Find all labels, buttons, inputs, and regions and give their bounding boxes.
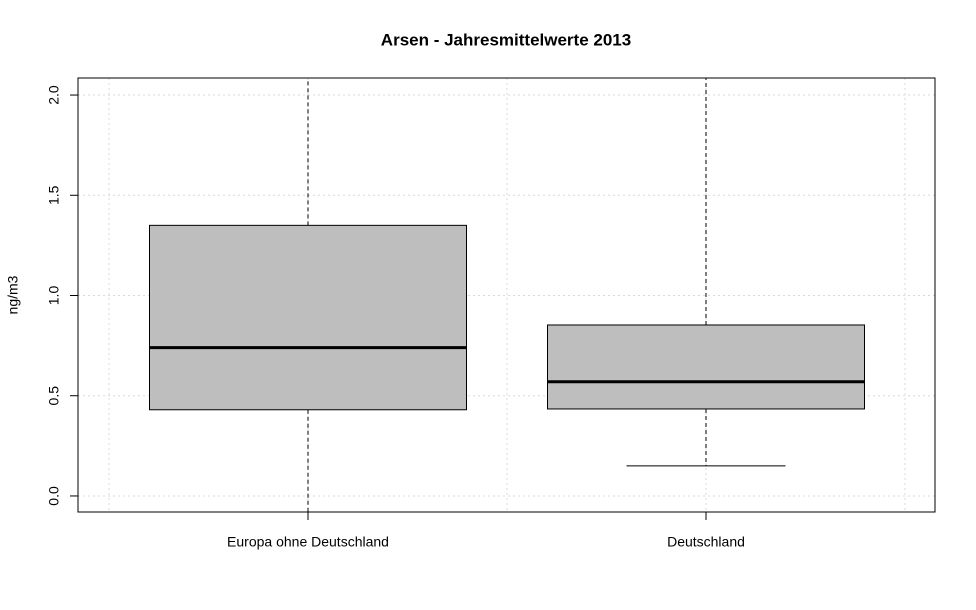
y-tick-label: 0.0 — [46, 486, 62, 506]
y-tick-label: 0.5 — [46, 386, 62, 406]
box — [149, 224, 467, 411]
y-tick-label: 2.0 — [46, 85, 62, 105]
y-tick-label: 1.0 — [46, 286, 62, 306]
box — [547, 324, 865, 410]
x-tick-label: Deutschland — [667, 534, 745, 550]
chart-title: Arsen - Jahresmittelwerte 2013 — [381, 30, 631, 49]
y-tick-label: 1.5 — [46, 185, 62, 205]
plot-frame — [77, 77, 936, 513]
x-tick-label: Europa ohne Deutschland — [227, 534, 389, 550]
y-axis-label: ng/m3 — [5, 275, 21, 314]
